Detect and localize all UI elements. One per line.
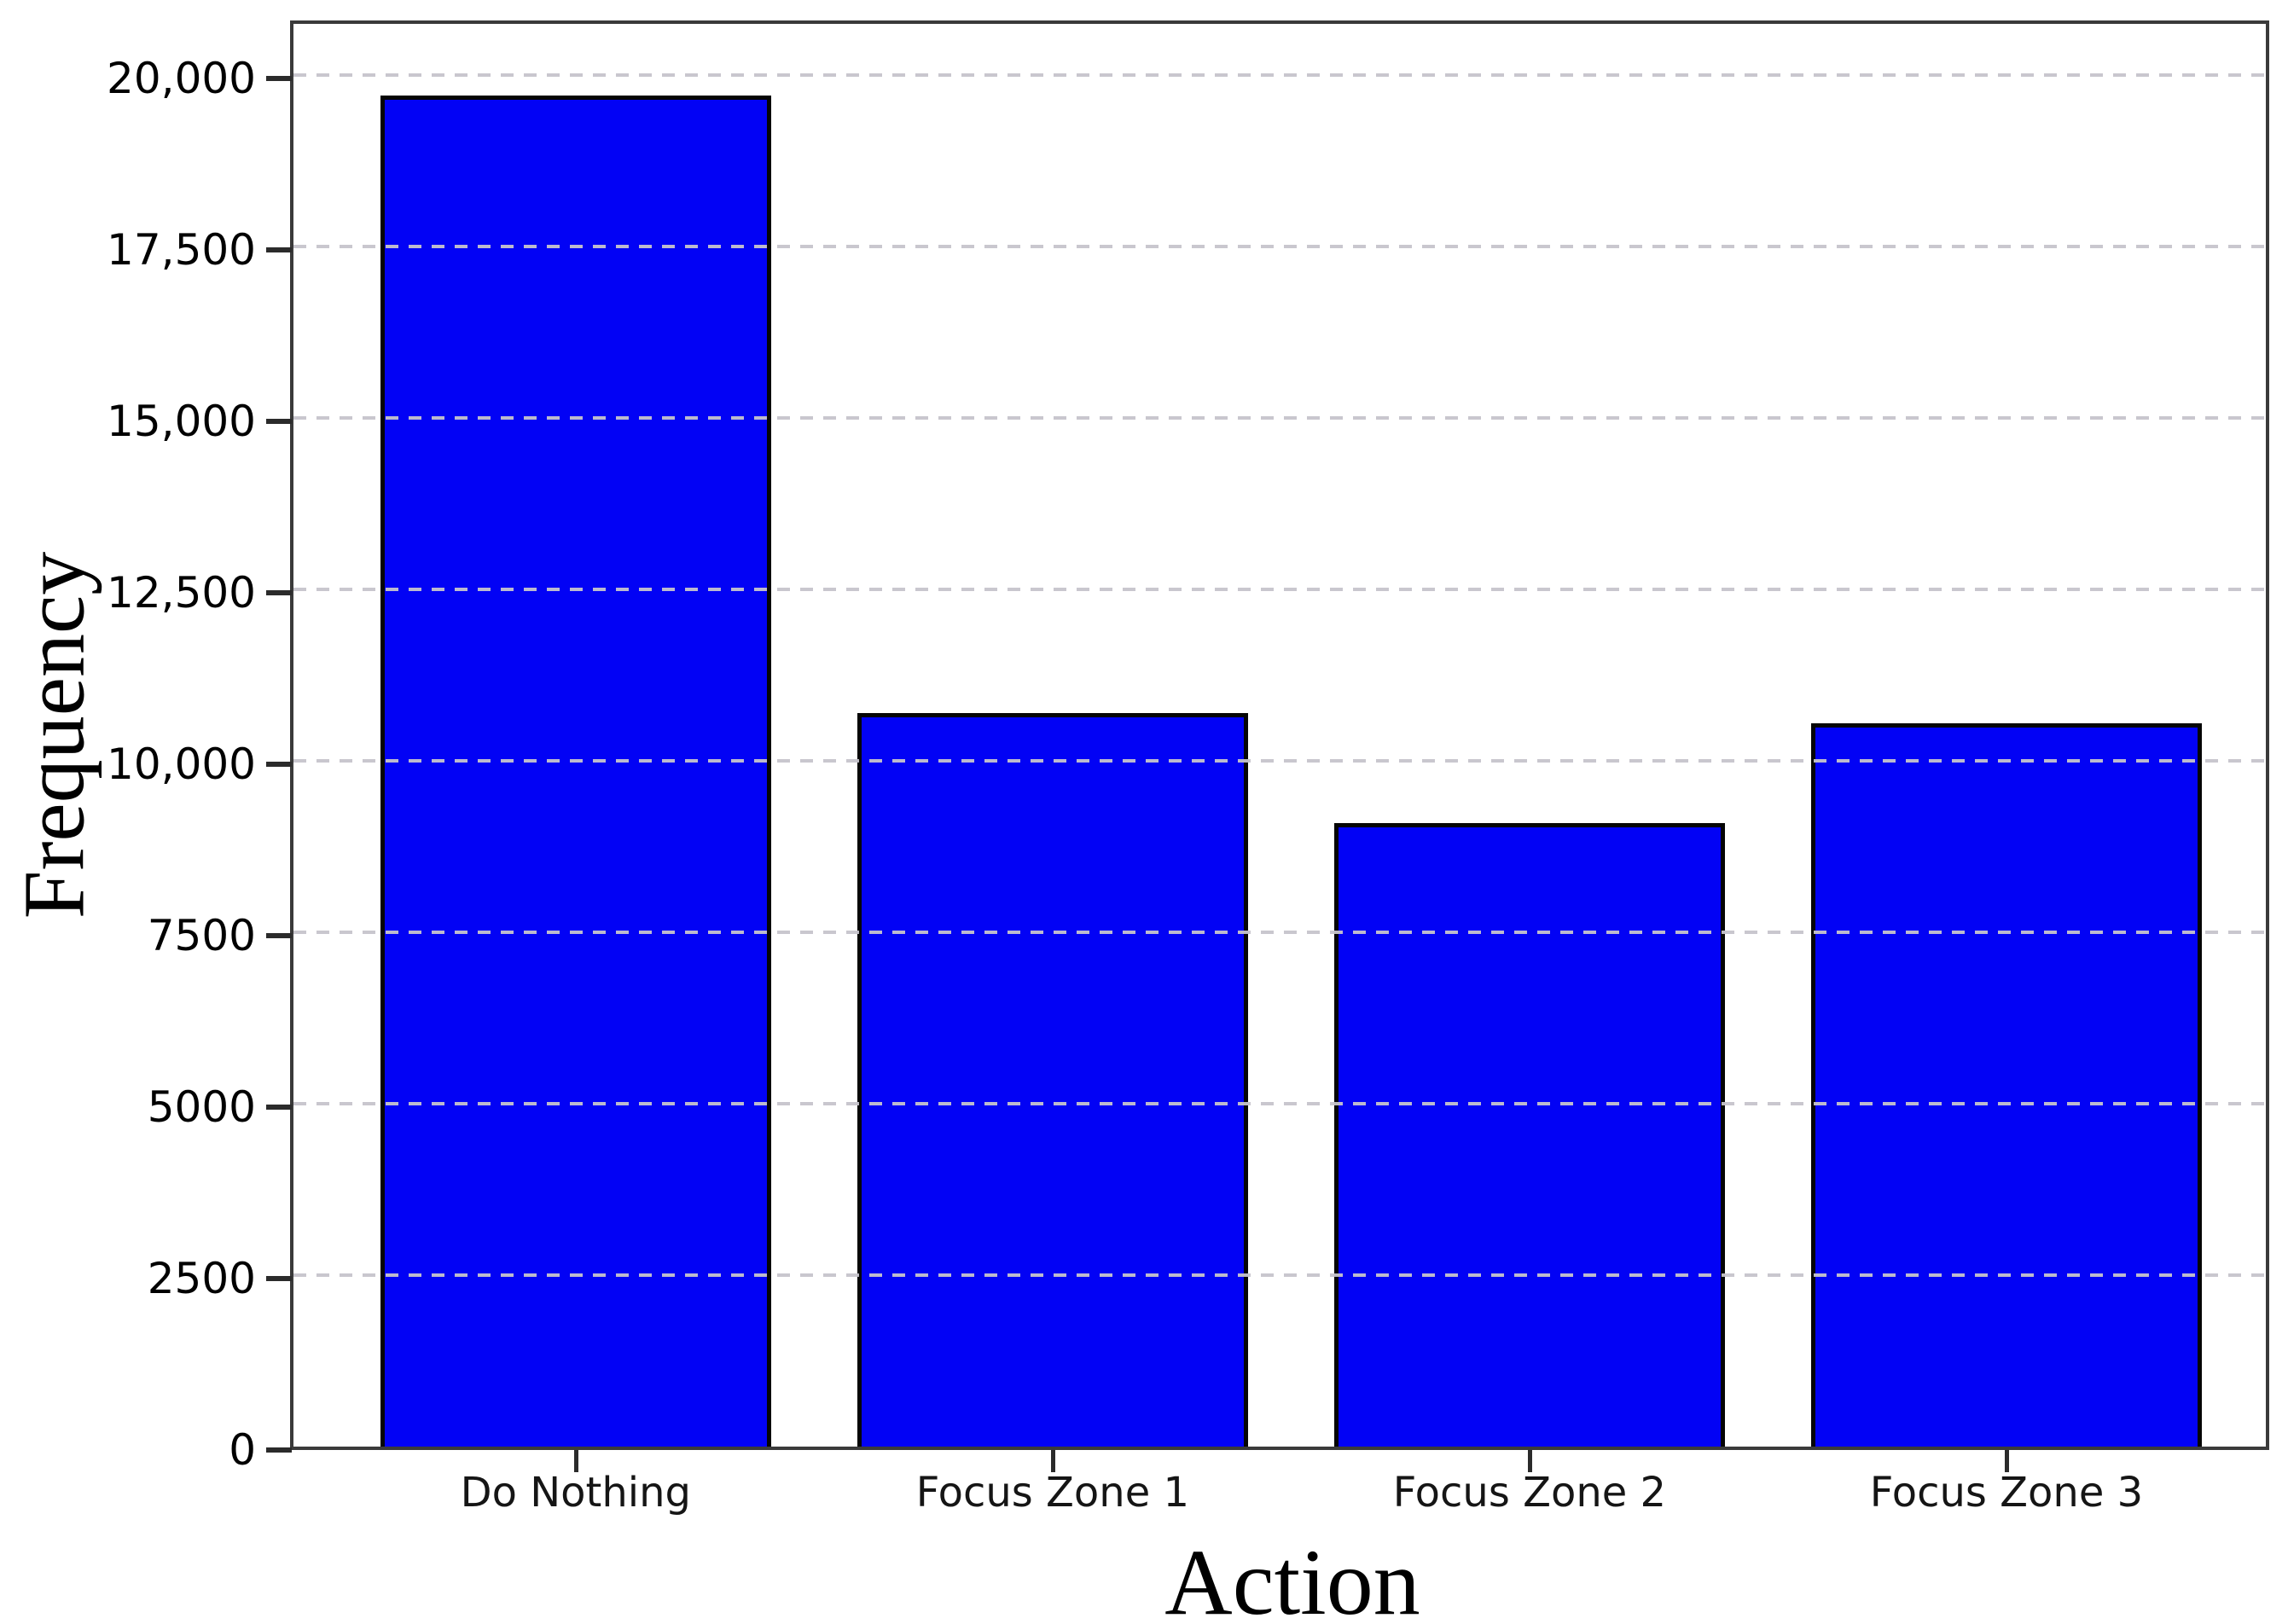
x-axis-tick-label: Focus Zone 3 bbox=[1869, 1469, 2144, 1517]
y-axis-tick bbox=[266, 1447, 292, 1453]
y-axis-tick bbox=[266, 933, 292, 939]
y-axis-tick-label: 12,500 bbox=[107, 568, 256, 618]
y-axis-tick bbox=[266, 76, 292, 82]
x-axis-tick bbox=[573, 1450, 578, 1472]
y-axis-tick-label: 20,000 bbox=[107, 54, 256, 104]
y-axis-tick-label: 2500 bbox=[147, 1254, 256, 1304]
y-axis-tick bbox=[266, 247, 292, 253]
plot-area bbox=[290, 20, 2269, 1450]
gridline-y-12500 bbox=[293, 588, 2266, 592]
gridline-y-2500 bbox=[293, 1273, 2266, 1278]
x-axis-tick bbox=[1050, 1450, 1055, 1472]
gridline-y-7500 bbox=[293, 931, 2266, 935]
x-axis-title: Action bbox=[1164, 1530, 1420, 1624]
y-axis-tick-label: 17,500 bbox=[107, 225, 256, 276]
x-axis-tick bbox=[2004, 1450, 2009, 1472]
gridline-y-5000 bbox=[293, 1102, 2266, 1106]
x-axis-tick-label: Focus Zone 2 bbox=[1392, 1469, 1667, 1517]
bar-focus-zone-3 bbox=[1810, 722, 2203, 1447]
y-axis-tick-label: 7500 bbox=[147, 911, 256, 961]
y-axis-tick bbox=[266, 419, 292, 425]
y-axis-tick-label: 5000 bbox=[147, 1082, 256, 1133]
x-axis-tick-label: Focus Zone 1 bbox=[915, 1469, 1190, 1517]
gridline-y-20000 bbox=[293, 73, 2266, 78]
x-axis-tick bbox=[1527, 1450, 1532, 1472]
y-axis-tick-label: 10,000 bbox=[107, 740, 256, 790]
y-axis-tick bbox=[266, 1105, 292, 1111]
bar-focus-zone-1 bbox=[857, 712, 1249, 1447]
gridline-y-15000 bbox=[293, 416, 2266, 420]
bar-focus-zone-2 bbox=[1333, 822, 1726, 1447]
y-axis-tick bbox=[266, 590, 292, 596]
y-axis-tick-label: 15,000 bbox=[107, 397, 256, 447]
x-axis-tick-label: Do Nothing bbox=[460, 1469, 691, 1517]
gridline-y-17500 bbox=[293, 245, 2266, 249]
y-axis-tick bbox=[266, 1276, 292, 1282]
bar-do-nothing bbox=[380, 96, 772, 1447]
gridline-y-10000 bbox=[293, 759, 2266, 763]
y-axis-tick-label: 0 bbox=[229, 1425, 256, 1475]
y-axis-tick bbox=[266, 762, 292, 768]
